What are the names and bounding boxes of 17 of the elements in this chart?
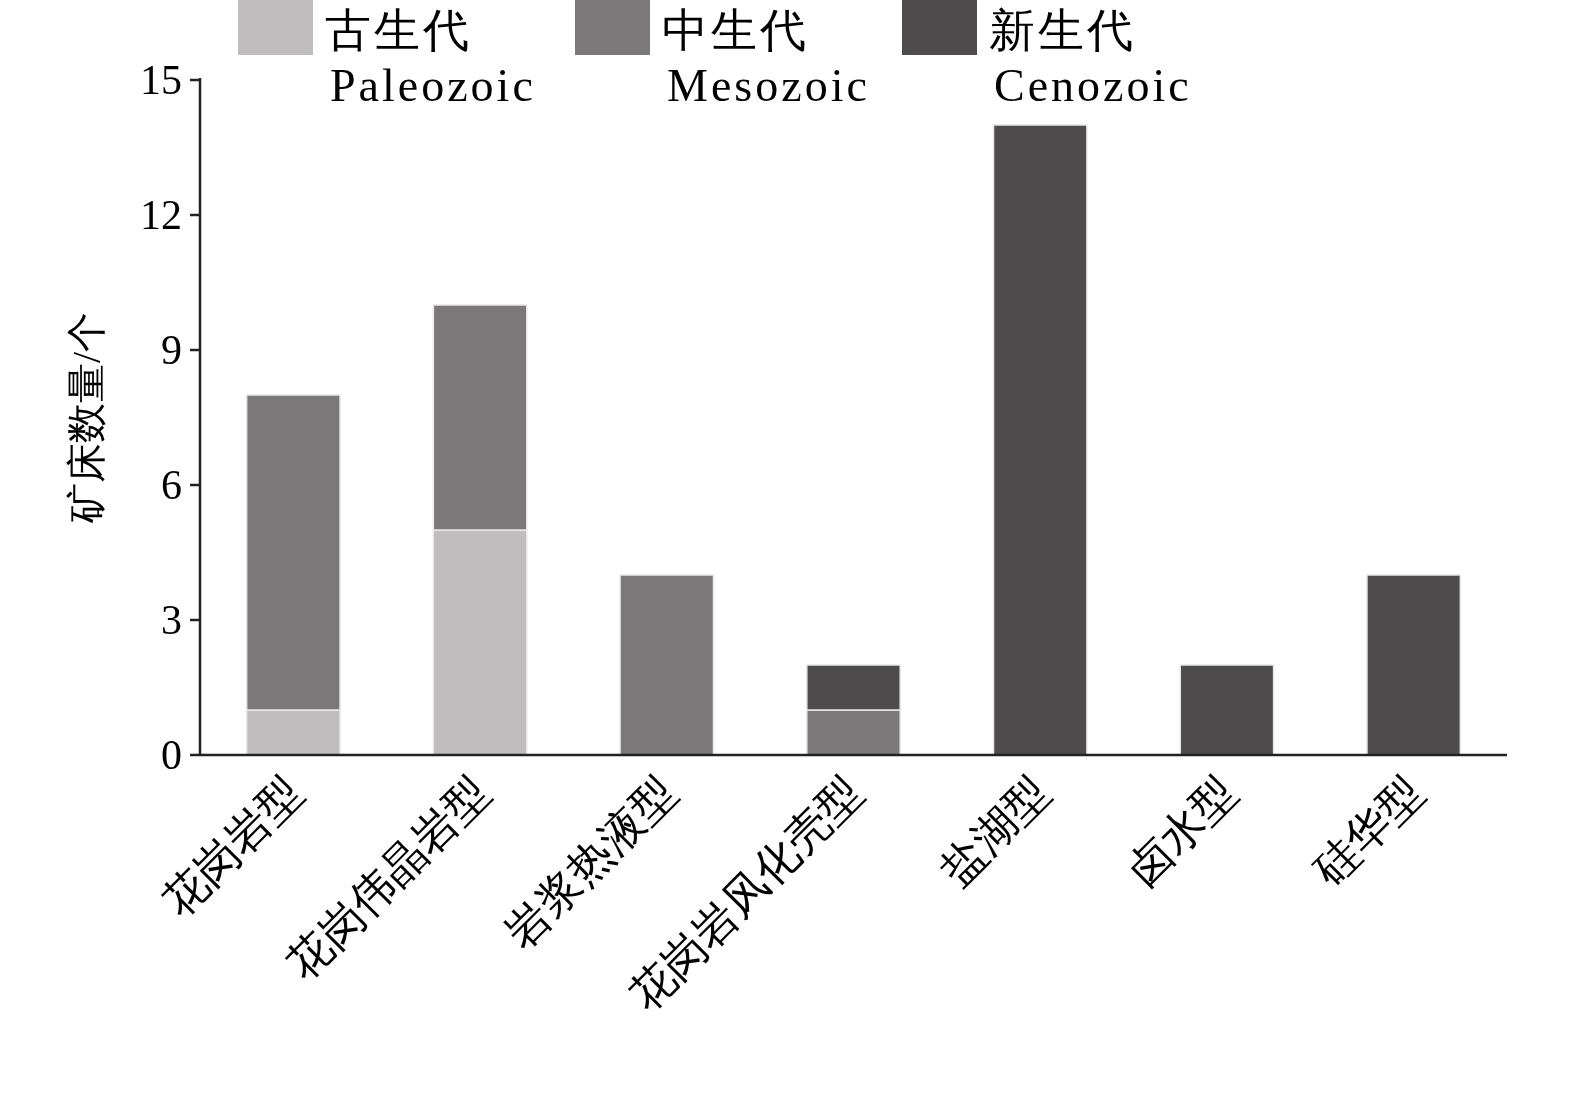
bar bbox=[619, 574, 715, 756]
bar bbox=[1366, 574, 1462, 756]
legend-label: 中生代 Mesozoic bbox=[662, 5, 870, 111]
legend-label: 新生代 Cenozoic bbox=[989, 5, 1192, 111]
y-tick-label: 0 bbox=[161, 732, 182, 778]
bar bbox=[992, 124, 1088, 756]
y-tick-label: 12 bbox=[140, 192, 182, 238]
y-tick-label: 9 bbox=[161, 327, 182, 373]
x-tick-label: 卤水型 bbox=[1118, 767, 1246, 896]
x-tick-label: 硅华型 bbox=[1304, 767, 1433, 897]
legend-label: 古生代 Paleozoic bbox=[325, 5, 536, 111]
y-axis-title: 矿床数量/个 bbox=[64, 311, 109, 525]
x-tick-label: 盐湖型 bbox=[931, 767, 1060, 896]
y-tick-label: 3 bbox=[161, 597, 182, 643]
bar bbox=[1179, 664, 1275, 756]
y-tick-label: 15 bbox=[140, 57, 182, 103]
y-tick-label: 6 bbox=[161, 462, 182, 508]
